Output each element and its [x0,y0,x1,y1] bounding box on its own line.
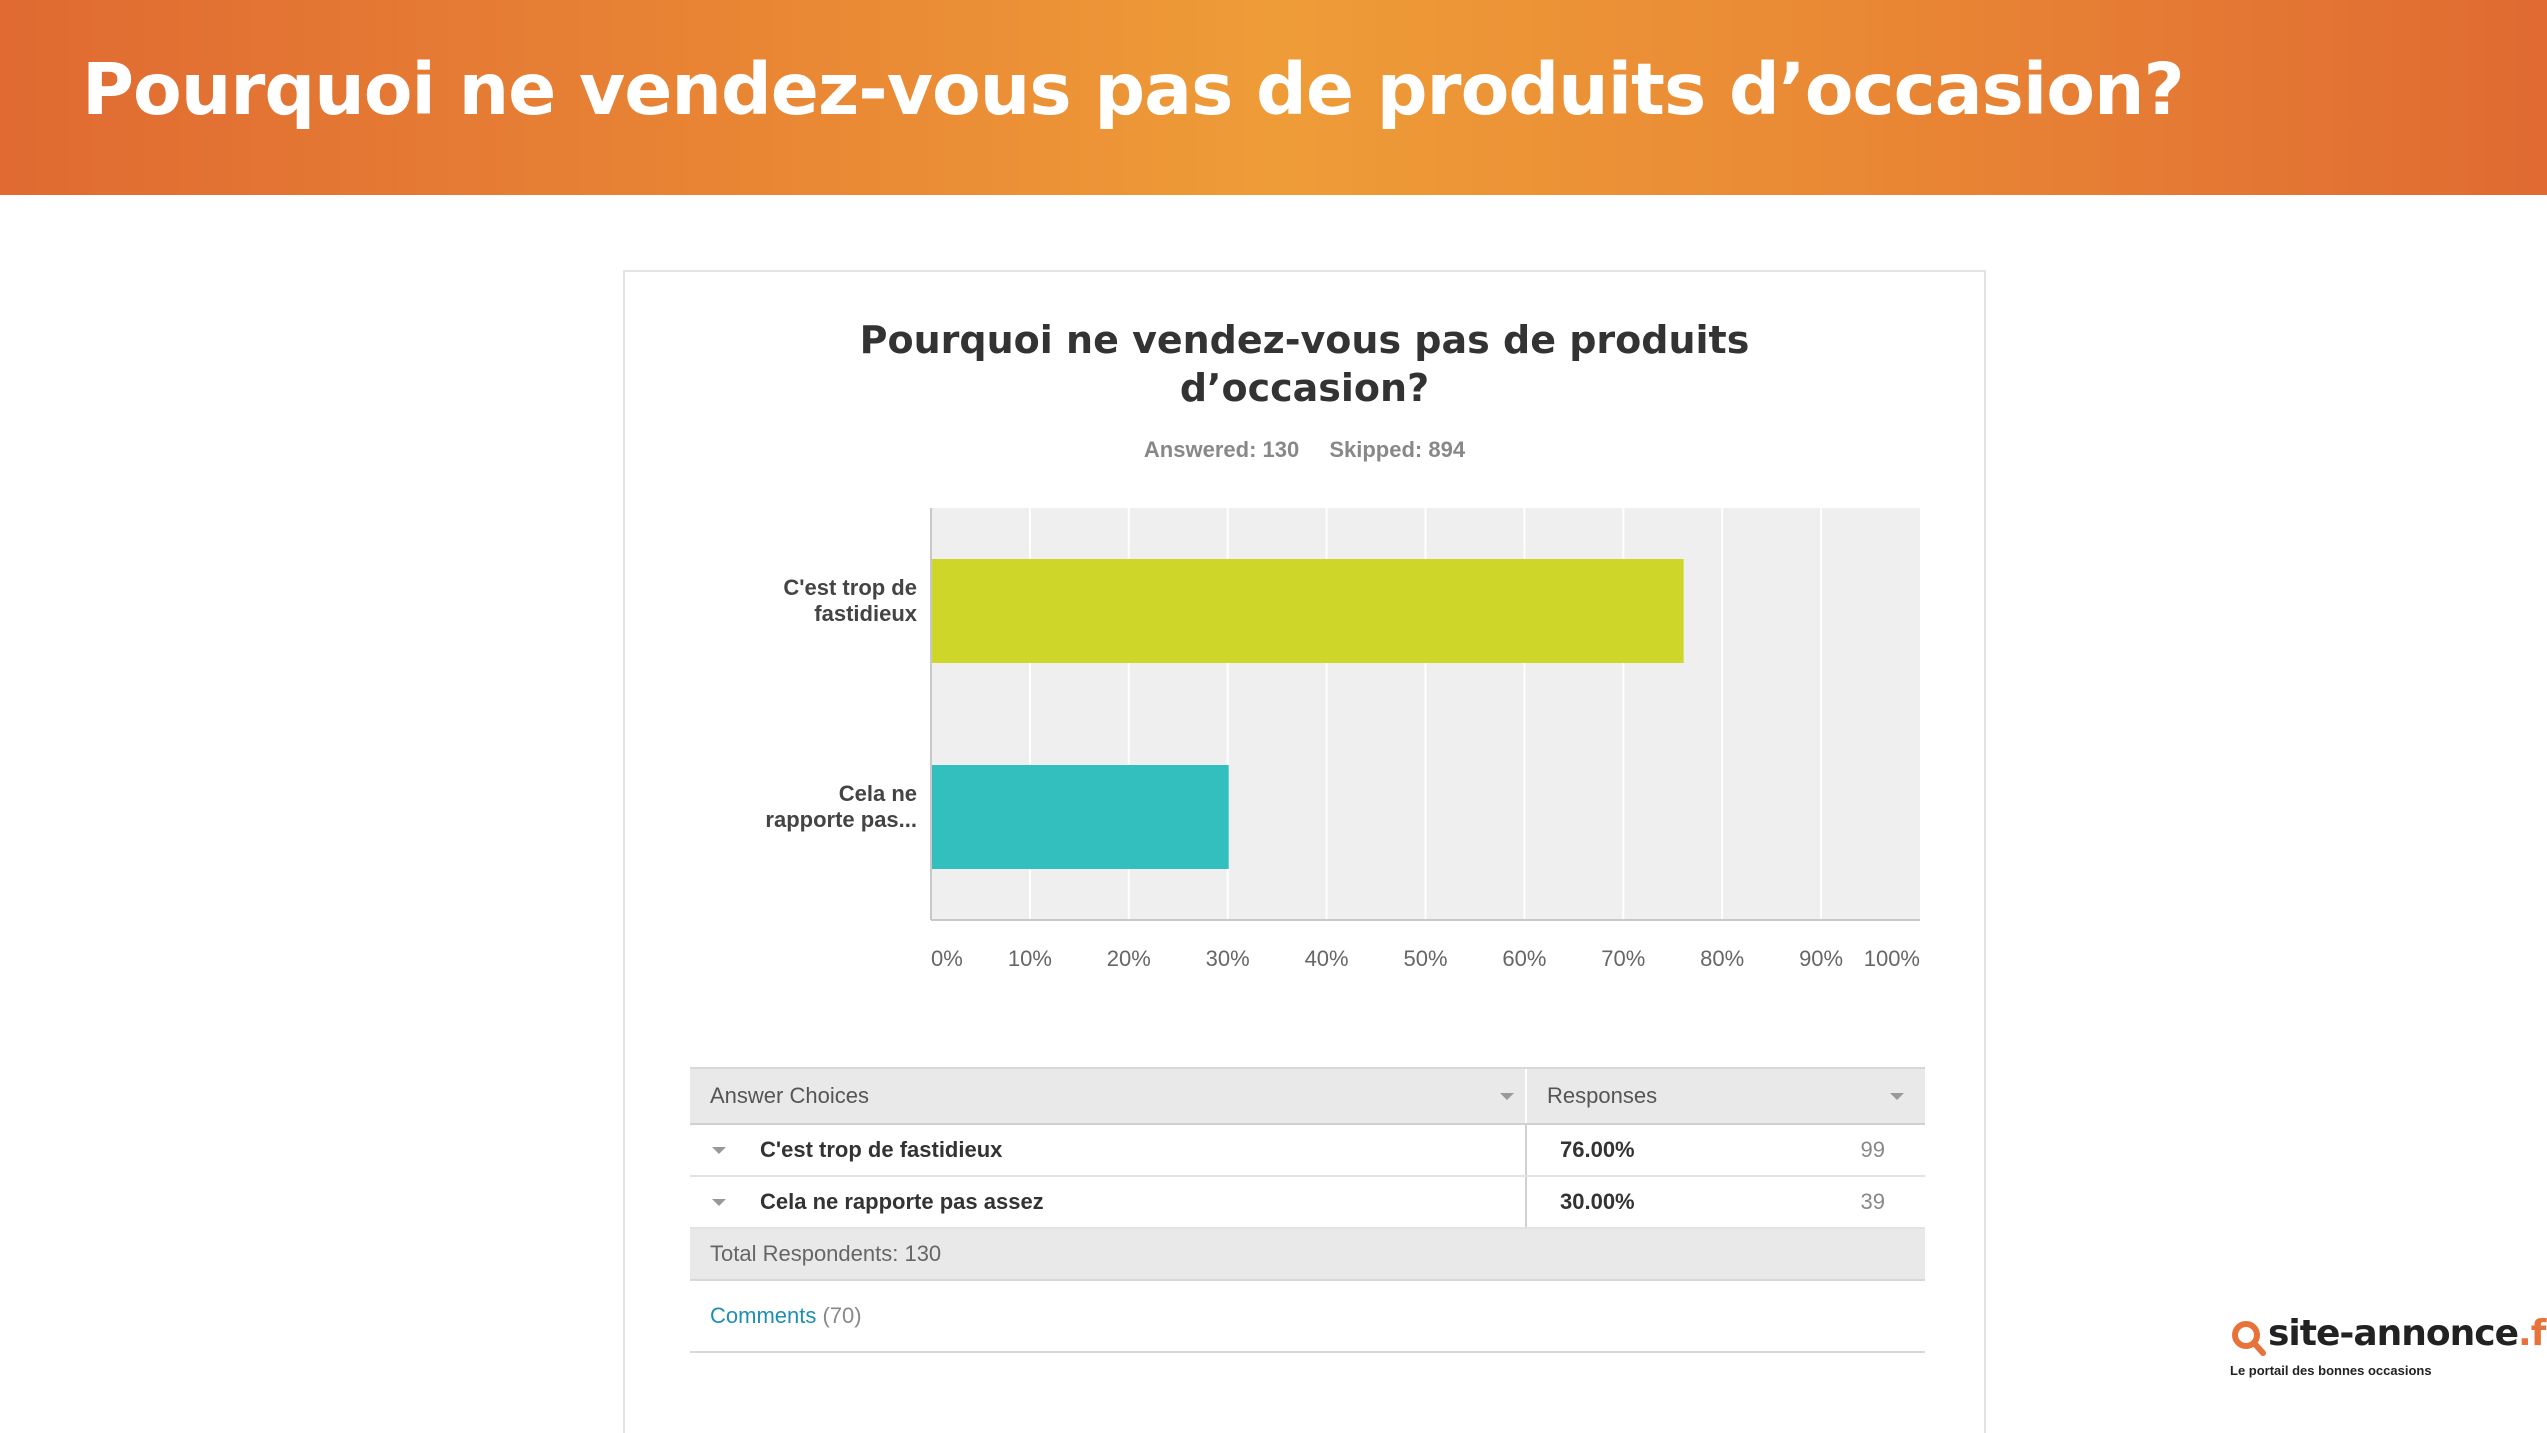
x-tick-label: 20% [1107,946,1151,971]
header-responses[interactable]: Responses [1547,1083,1658,1108]
total-respondents: Total Respondents: 130 [690,1229,1925,1281]
x-tick-label: 90% [1799,946,1843,971]
answered-count: Answered: 130 [1143,437,1300,462]
x-tick-label: 100% [1864,946,1920,971]
response-count: 99 [1860,1137,1885,1162]
logo-text: site-annonce.fr [2268,1313,2547,1354]
bar-chart: 0% 10% 20% 30% 40% 50% 60% 70% 80% 90% 100% C'est t… [765,508,1920,971]
bar [932,765,1229,869]
table-row: Cela ne rapporte pas assez 30.00% 39 [690,1177,1925,1229]
x-tick-label: 0% [931,946,963,971]
logo-tld: .fr [2518,1313,2547,1354]
x-tick-label: 80% [1700,946,1744,971]
answer-choice: C'est trop de fastidieux [760,1137,1003,1162]
x-tick-label: 10% [1008,946,1052,971]
category-label-line: Cela ne [839,781,917,806]
expand-caret-icon[interactable] [712,1147,726,1154]
x-tick-label: 60% [1502,946,1546,971]
x-tick-label: 70% [1601,946,1645,971]
category-label-line: fastidieux [814,601,917,626]
column-divider [1525,1177,1527,1227]
response-percent: 76.00% [1560,1137,1635,1162]
comments-count: (70) [822,1303,862,1328]
category-label: C'est trop de fastidieux [783,575,917,626]
response-stats: Answered: 130 Skipped: 894 [625,437,1984,463]
title-banner: Pourquoi ne vendez-vous pas de produits … [0,0,2547,195]
responses-table: Answer Choices Responses C'est trop de f… [690,1067,1925,1353]
category-label: Cela ne rapporte pas... [765,781,917,832]
category-label-line: rapporte pas... [765,807,917,832]
slide-title: Pourquoi ne vendez-vous pas de produits … [82,48,2185,131]
bar [932,559,1684,663]
sort-arrow-icon[interactable] [1890,1093,1904,1100]
header-answer-choices[interactable]: Answer Choices [710,1083,869,1108]
magnifier-icon [2232,1321,2266,1356]
category-label-line: C'est trop de [783,575,917,600]
x-tick-label: 30% [1206,946,1250,971]
chart-title: Pourquoi ne vendez-vous pas de produits … [625,316,1984,412]
logo-name: site-annonce [2268,1313,2519,1354]
column-divider [1525,1125,1527,1175]
chart-title-line-2: d’occasion? [1179,366,1430,410]
table-row: C'est trop de fastidieux 76.00% 99 [690,1125,1925,1177]
answer-choice: Cela ne rapporte pas assez [760,1189,1044,1214]
x-tick-label: 40% [1305,946,1349,971]
skipped-count: Skipped: 894 [1329,437,1466,462]
response-count: 39 [1860,1189,1885,1214]
site-logo[interactable]: site-annonce.fr Le portail des bonnes oc… [2228,1313,2547,1383]
logo-tagline: Le portail des bonnes occasions [2230,1363,2432,1378]
x-tick-label: 50% [1403,946,1447,971]
comments-link[interactable]: Comments [710,1303,817,1328]
comments-section: Comments (70) [690,1281,1925,1353]
expand-caret-icon[interactable] [712,1199,726,1206]
chart-title-line-1: Pourquoi ne vendez-vous pas de produits [859,318,1750,362]
sort-arrow-icon[interactable] [1500,1093,1514,1100]
table-header: Answer Choices Responses [690,1067,1925,1125]
survey-card: Pourquoi ne vendez-vous pas de produits … [623,270,1986,1433]
response-percent: 30.00% [1560,1189,1635,1214]
header-divider [1525,1069,1527,1123]
